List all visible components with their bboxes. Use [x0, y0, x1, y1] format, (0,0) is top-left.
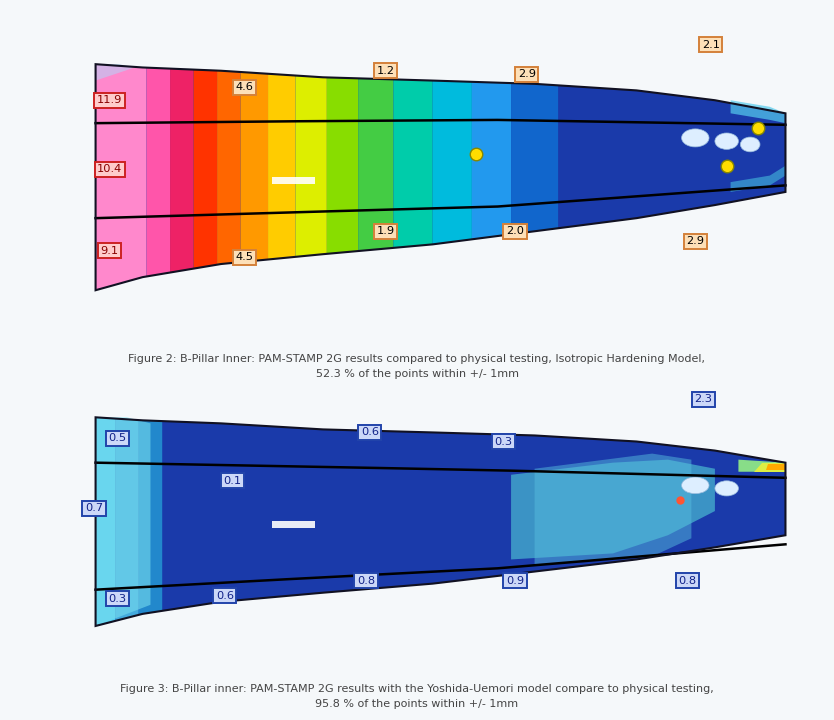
Polygon shape	[96, 64, 786, 290]
Polygon shape	[147, 68, 170, 276]
Text: 0.3: 0.3	[108, 594, 127, 604]
Text: 2.9: 2.9	[518, 69, 535, 79]
Text: 0.5: 0.5	[108, 433, 127, 444]
Polygon shape	[96, 64, 135, 81]
Ellipse shape	[715, 481, 738, 496]
Polygon shape	[754, 463, 786, 472]
Polygon shape	[193, 70, 217, 269]
Text: 2.0: 2.0	[506, 226, 524, 236]
Text: 95.8 % of the points within +/- 1mm: 95.8 % of the points within +/- 1mm	[315, 699, 519, 709]
Polygon shape	[766, 464, 786, 470]
Text: 52.3 % of the points within +/- 1mm: 52.3 % of the points within +/- 1mm	[315, 369, 519, 379]
Text: 4.5: 4.5	[235, 253, 254, 263]
Text: 0.3: 0.3	[495, 436, 512, 446]
Text: 0.7: 0.7	[85, 503, 103, 513]
Text: Figure 3: B-Pillar inner: PAM-STAMP 2G results with the Yoshida-Uemori model com: Figure 3: B-Pillar inner: PAM-STAMP 2G r…	[120, 684, 714, 694]
Polygon shape	[472, 82, 511, 239]
Polygon shape	[358, 78, 394, 251]
Polygon shape	[241, 72, 268, 262]
Text: 0.8: 0.8	[357, 575, 375, 585]
Text: 9.1: 9.1	[101, 246, 118, 256]
Text: 0.9: 0.9	[506, 575, 524, 585]
Polygon shape	[535, 454, 691, 565]
Text: 0.8: 0.8	[678, 575, 696, 585]
Polygon shape	[394, 79, 433, 248]
Polygon shape	[268, 73, 295, 259]
Text: Figure 2: B-Pillar Inner: PAM-STAMP 2G results compared to physical testing, Iso: Figure 2: B-Pillar Inner: PAM-STAMP 2G r…	[128, 354, 706, 364]
Polygon shape	[170, 68, 193, 273]
Text: 4.6: 4.6	[235, 82, 254, 92]
Polygon shape	[96, 418, 150, 626]
Text: 1.9: 1.9	[377, 226, 394, 236]
Bar	[272, 521, 315, 528]
Text: 11.9: 11.9	[97, 95, 123, 105]
Ellipse shape	[715, 133, 738, 149]
Text: 2.9: 2.9	[686, 236, 704, 246]
Text: 2.3: 2.3	[694, 394, 712, 404]
Polygon shape	[731, 166, 786, 192]
Text: 0.6: 0.6	[216, 590, 234, 600]
Polygon shape	[96, 64, 147, 290]
Polygon shape	[138, 420, 162, 615]
Polygon shape	[327, 78, 358, 254]
Text: 0.1: 0.1	[224, 476, 242, 486]
Polygon shape	[96, 418, 786, 626]
Polygon shape	[511, 459, 715, 559]
Ellipse shape	[681, 477, 709, 494]
Text: 10.4: 10.4	[97, 164, 123, 174]
Polygon shape	[96, 418, 115, 626]
Ellipse shape	[681, 129, 709, 147]
Text: 0.6: 0.6	[361, 428, 379, 438]
Polygon shape	[511, 83, 558, 234]
Polygon shape	[115, 418, 138, 621]
Text: 2.1: 2.1	[702, 40, 720, 50]
Polygon shape	[738, 459, 786, 472]
Polygon shape	[295, 76, 327, 257]
Polygon shape	[433, 81, 472, 244]
Ellipse shape	[741, 137, 760, 152]
Text: 1.2: 1.2	[377, 66, 394, 76]
Polygon shape	[217, 71, 241, 265]
Bar	[272, 176, 315, 184]
Polygon shape	[731, 100, 786, 123]
